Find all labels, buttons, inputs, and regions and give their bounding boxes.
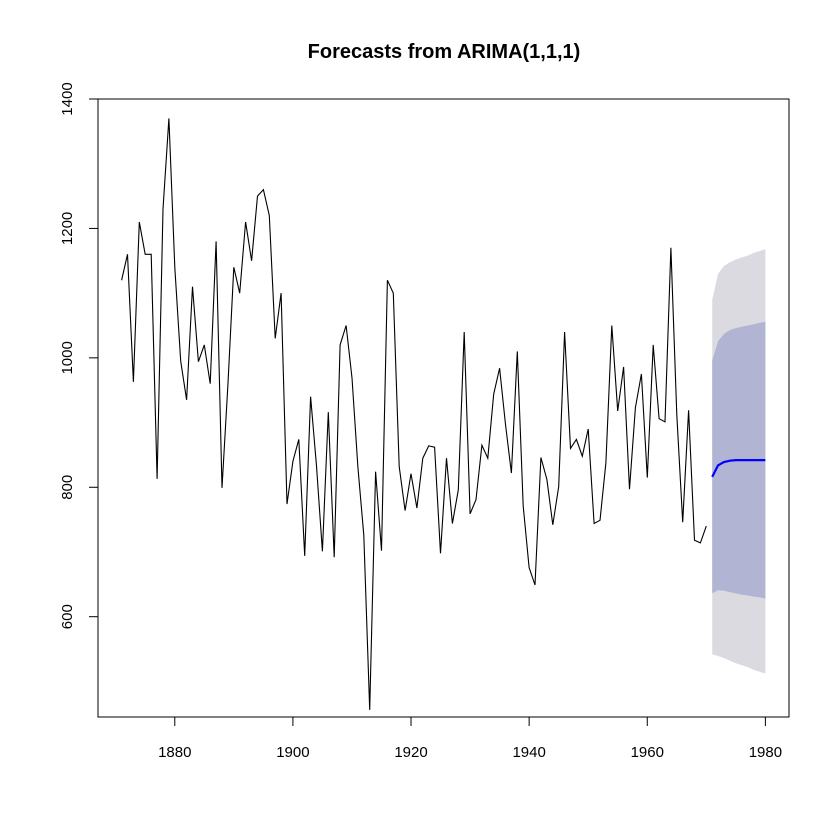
plot-area: 1880 1900 1920 1940 1960 1980 600 800 1000 1200 14…	[59, 82, 790, 761]
x-tick-label: 1980	[749, 744, 782, 761]
observed-series-line	[121, 118, 707, 710]
y-tick-label: 800	[59, 475, 76, 500]
x-tick-label: 1940	[512, 744, 545, 761]
forecast-mean-line	[711, 459, 766, 478]
chart-title: Forecasts from ARIMA(1,1,1)	[308, 41, 581, 63]
x-tick-label: 1900	[276, 744, 309, 761]
x-tick-label: 1920	[394, 744, 427, 761]
x-tick-label: 1960	[631, 744, 664, 761]
y-tick-label: 1000	[59, 341, 76, 374]
plot-frame	[97, 98, 790, 718]
y-tick-label: 1200	[59, 212, 76, 245]
x-tick-label: 1880	[158, 744, 191, 761]
y-tick-label: 600	[59, 604, 76, 629]
y-tick-label: 1400	[59, 82, 76, 115]
